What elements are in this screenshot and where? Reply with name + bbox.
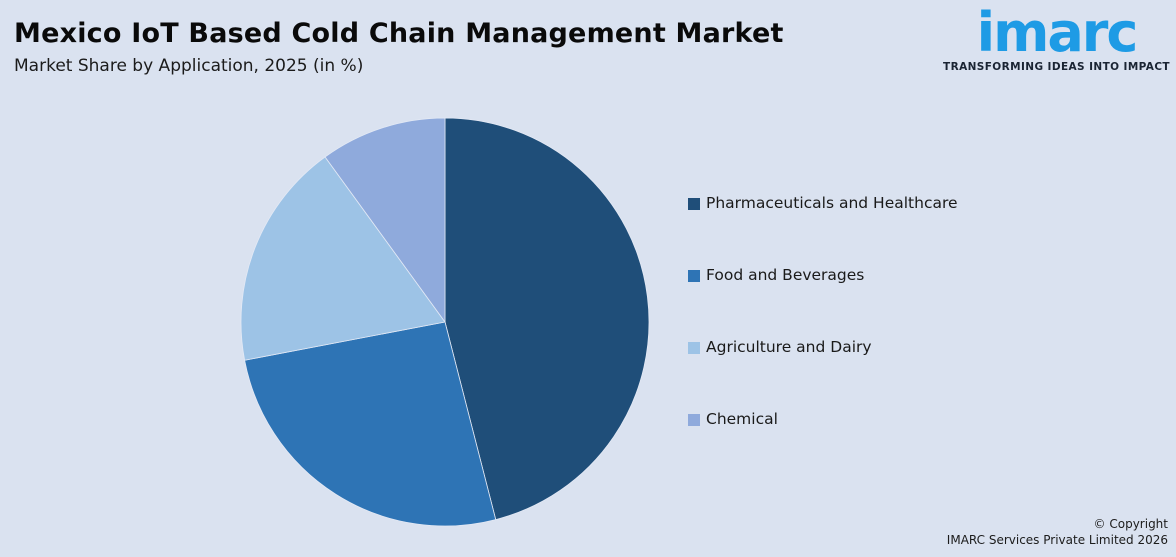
- imarc-logo: imarc TRANSFORMING IDEAS INTO IMPACT: [943, 1, 1170, 74]
- pie-slice-2: [240, 156, 446, 361]
- legend-marker-icon: [688, 342, 700, 354]
- copyright-line1: © Copyright: [1093, 517, 1168, 531]
- page-title: Mexico IoT Based Cold Chain Management M…: [14, 18, 784, 49]
- copyright-line2: IMARC Services Private Limited 2026: [946, 533, 1168, 547]
- pie-chart: [235, 112, 655, 532]
- legend-item-3: Chemical: [688, 410, 958, 482]
- legend-item-1: Food and Beverages: [688, 266, 958, 338]
- pie-slice-0: [444, 117, 650, 521]
- legend-label: Food and Beverages: [706, 266, 865, 284]
- legend-marker-icon: [688, 414, 700, 426]
- pie-chart-svg: [240, 117, 650, 527]
- legend-item-0: Pharmaceuticals and Healthcare: [688, 194, 958, 266]
- copyright: © Copyright IMARC Services Private Limit…: [947, 516, 1168, 548]
- chart-legend: Pharmaceuticals and Healthcare Food and B…: [688, 194, 958, 482]
- legend-label: Pharmaceuticals and Healthcare: [706, 194, 958, 212]
- page-subtitle: Market Share by Application, 2025 (in %): [14, 56, 364, 76]
- header: Mexico IoT Based Cold Chain Management M…: [14, 18, 784, 76]
- imarc-tagline: TRANSFORMING IDEAS INTO IMPACT: [943, 61, 1170, 73]
- legend-label: Chemical: [706, 410, 778, 428]
- legend-marker-icon: [688, 198, 700, 210]
- legend-item-2: Agriculture and Dairy: [688, 338, 958, 410]
- pie-slice-1: [244, 321, 497, 527]
- legend-label: Agriculture and Dairy: [706, 338, 872, 356]
- legend-marker-icon: [688, 270, 700, 282]
- imarc-wordmark: imarc: [976, 1, 1139, 64]
- pie-slice-3: [324, 117, 446, 324]
